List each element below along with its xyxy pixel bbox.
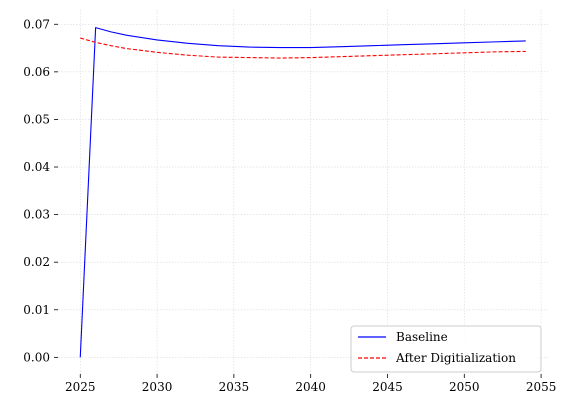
y-tick-label: 0.04 bbox=[23, 160, 50, 174]
y-tick-label: 0.03 bbox=[23, 208, 50, 222]
x-tick-label: 2050 bbox=[449, 380, 480, 394]
y-tick-label: 0.02 bbox=[23, 255, 50, 269]
x-tick-label: 2045 bbox=[372, 380, 403, 394]
x-axis-ticks: 2025 2030 2035 2040 2045 2050 2055 bbox=[65, 374, 556, 394]
y-tick-label: 0.05 bbox=[23, 112, 50, 126]
series-line-baseline bbox=[79, 27, 526, 358]
y-tick-label: 0.00 bbox=[23, 350, 50, 364]
y-tick-label: 0.01 bbox=[23, 303, 50, 317]
x-tick-label: 2040 bbox=[295, 380, 326, 394]
legend: Baseline After Digitialization bbox=[350, 325, 542, 373]
x-tick-label: 2030 bbox=[142, 380, 173, 394]
y-axis-ticks: 0.00 0.01 0.02 0.03 0.04 0.05 0.06 0.07 bbox=[23, 17, 58, 364]
y-tick-label: 0.07 bbox=[23, 17, 50, 31]
legend-label-after-digitialization: After Digitialization bbox=[395, 351, 516, 365]
legend-label-baseline: Baseline bbox=[396, 330, 448, 344]
y-tick-label: 0.06 bbox=[23, 65, 50, 79]
series-line-after-digitialization bbox=[80, 37, 526, 59]
x-tick-label: 2035 bbox=[219, 380, 250, 394]
legend-box bbox=[350, 325, 542, 373]
x-tick-label: 2055 bbox=[526, 380, 557, 394]
series-lines bbox=[79, 27, 526, 358]
grid bbox=[58, 10, 548, 374]
x-tick-label: 2025 bbox=[65, 380, 96, 394]
